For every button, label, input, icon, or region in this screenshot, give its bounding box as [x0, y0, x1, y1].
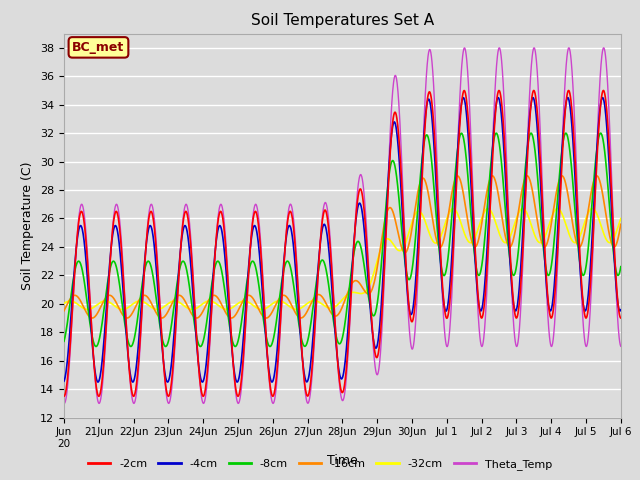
- Text: BC_met: BC_met: [72, 41, 125, 54]
- Y-axis label: Soil Temperature (C): Soil Temperature (C): [22, 161, 35, 290]
- Legend: -2cm, -4cm, -8cm, -16cm, -32cm, Theta_Temp: -2cm, -4cm, -8cm, -16cm, -32cm, Theta_Te…: [84, 455, 556, 474]
- Title: Soil Temperatures Set A: Soil Temperatures Set A: [251, 13, 434, 28]
- X-axis label: Time: Time: [327, 455, 358, 468]
